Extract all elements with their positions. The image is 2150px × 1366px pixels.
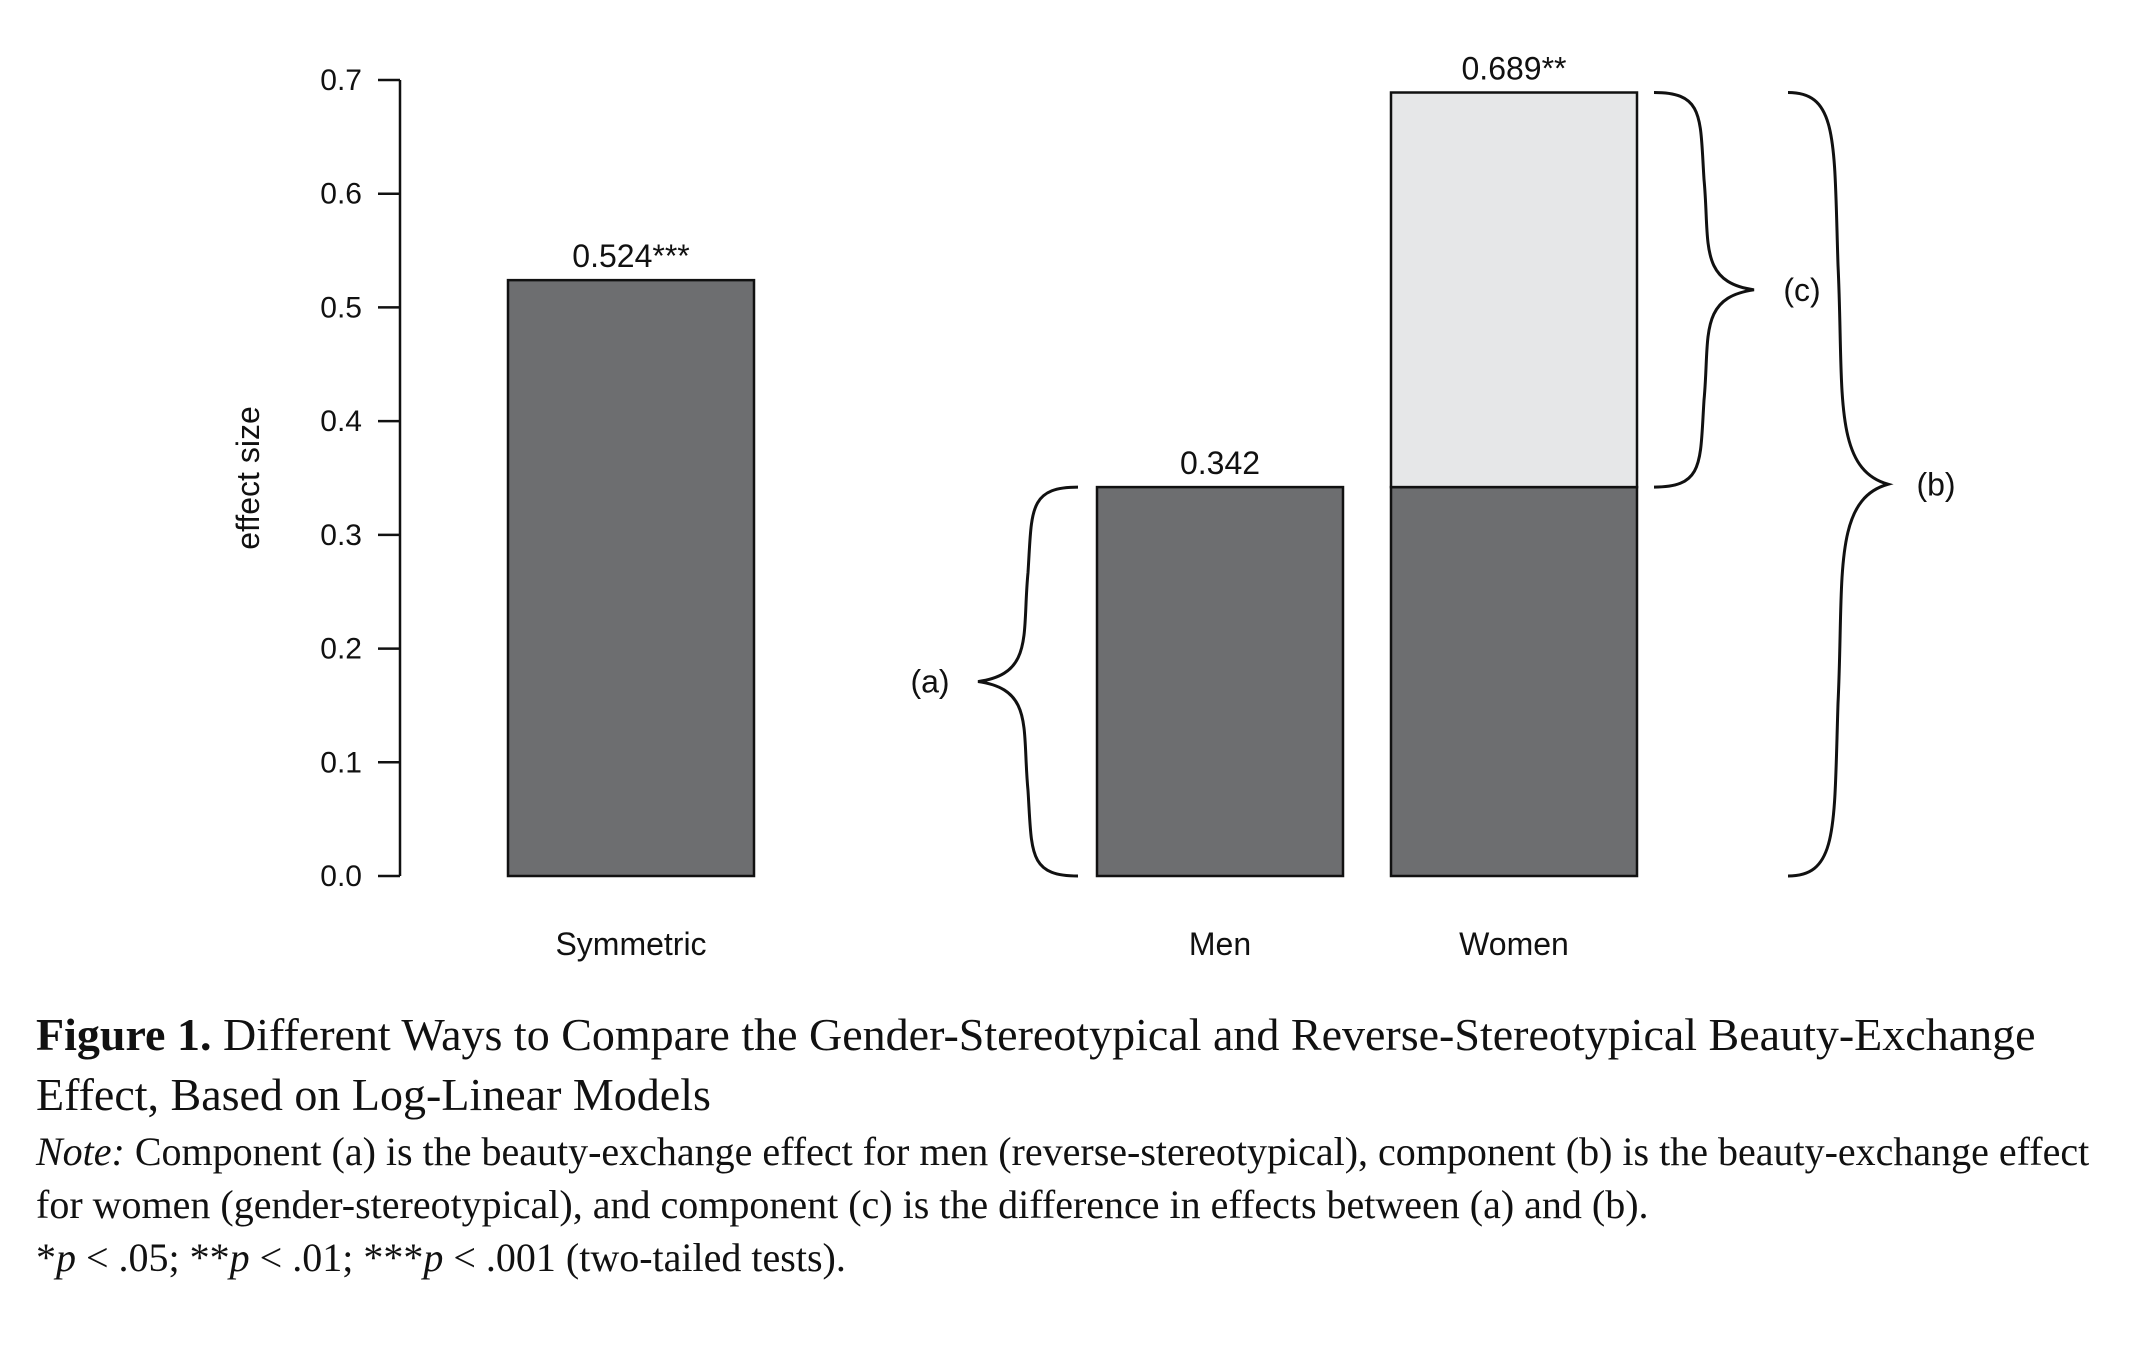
brace-b-label: (b) xyxy=(1916,466,1955,502)
significance-note: *p < .05; **p < .01; ***p < .001 (two-ta… xyxy=(36,1231,2126,1284)
bar-symmetric xyxy=(506,278,756,878)
sig-rest-2: < .01; xyxy=(249,1235,364,1280)
caption-title-block: Figure 1. Different Ways to Compare the … xyxy=(36,1005,2126,1125)
y-tick-label: 0.4 xyxy=(320,405,362,438)
note-text: Component (a) is the beauty-exchange eff… xyxy=(36,1129,2090,1227)
sig-rest-1: < .05; xyxy=(76,1235,190,1280)
sig-p-2: p xyxy=(229,1235,250,1280)
sig-stars-2: ** xyxy=(189,1235,230,1280)
y-axis-label: effect size xyxy=(230,406,266,549)
bar-women-difference xyxy=(1389,91,1639,489)
figure-number: Figure 1. xyxy=(36,1009,212,1060)
brace-a-label: (a) xyxy=(910,664,949,700)
y-tick-label: 0.0 xyxy=(320,860,362,893)
figure-caption: Figure 1. Different Ways to Compare the … xyxy=(36,1005,2126,1284)
y-tick-label: 0.5 xyxy=(320,291,362,324)
category-label: Symmetric xyxy=(555,926,706,962)
brace-b xyxy=(1787,91,1894,878)
bar-value-label: 0.524*** xyxy=(572,238,689,274)
bar-value-label: 0.342 xyxy=(1180,445,1260,481)
y-tick-label: 0.2 xyxy=(320,633,362,666)
bar-value-label: 0.689** xyxy=(1462,51,1567,87)
note-lead: Note: xyxy=(36,1129,125,1174)
figure-title: Different Ways to Compare the Gender-Ste… xyxy=(36,1009,2036,1120)
sig-p-1: p xyxy=(56,1235,76,1280)
sig-stars-1: * xyxy=(36,1235,56,1280)
bar-chart: 0.0 0.1 0.2 0.3 0.4 0.5 0.6 0.7 effect size 0.524… xyxy=(230,51,1956,962)
category-label: Men xyxy=(1189,926,1251,962)
bar-women-base xyxy=(1389,485,1639,878)
brace-c-label: (c) xyxy=(1783,272,1820,308)
y-tick-label: 0.3 xyxy=(320,519,362,552)
caption-note: Note: Component (a) is the beauty-exchan… xyxy=(36,1125,2126,1231)
brace-c xyxy=(1653,91,1755,489)
category-label: Women xyxy=(1459,926,1569,962)
y-tick-label: 0.6 xyxy=(320,178,362,211)
bar-men xyxy=(1095,485,1345,878)
brace-a xyxy=(977,485,1079,878)
y-tick-label: 0.7 xyxy=(320,64,362,97)
sig-p-3: p xyxy=(423,1235,444,1280)
sig-stars-3: *** xyxy=(363,1235,424,1280)
y-tick-label: 0.1 xyxy=(320,746,362,779)
sig-rest-3: < .001 (two-tailed tests). xyxy=(443,1235,846,1280)
